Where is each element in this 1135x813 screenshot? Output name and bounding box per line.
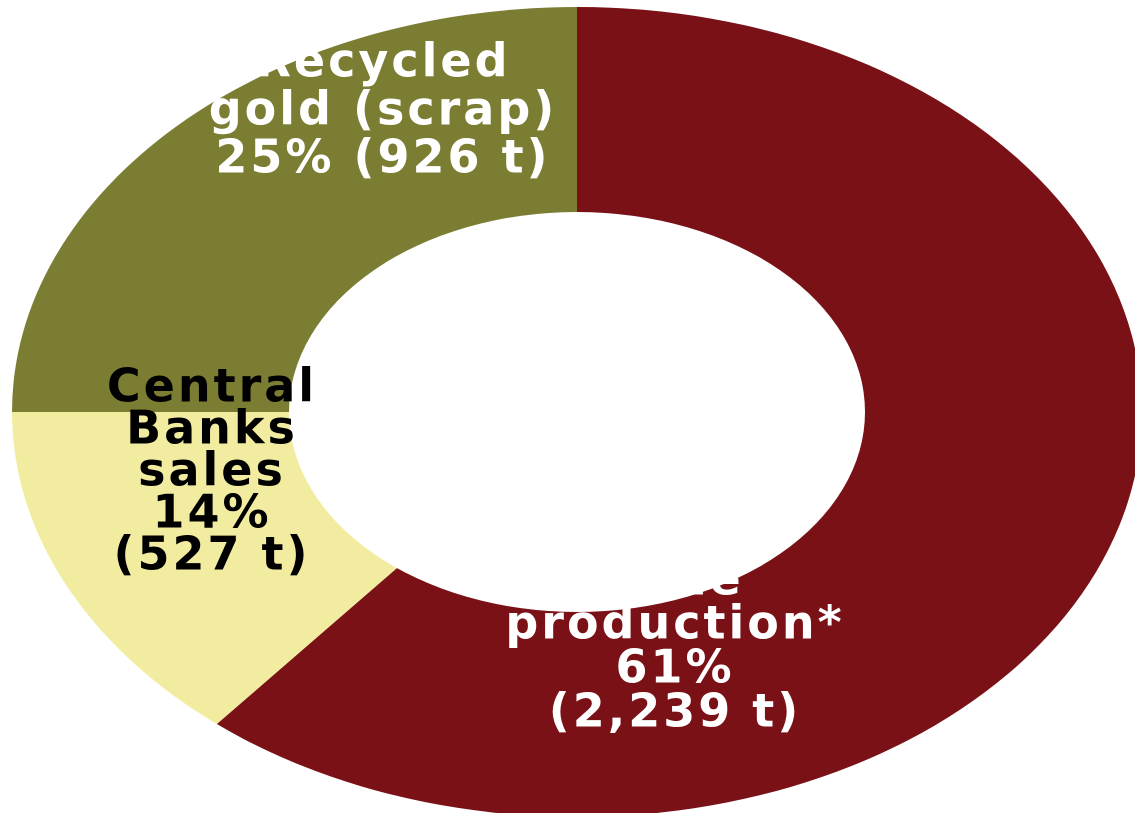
label-recycled-gold-line: gold (scrap)	[209, 82, 558, 136]
label-central-banks-sales-line: 14%	[152, 485, 271, 539]
label-recycled-gold-line: Recycled	[255, 34, 510, 88]
label-central-banks-sales-line: Central	[107, 359, 317, 413]
donut-hole	[289, 212, 865, 612]
label-mine-production-line: (2,239 t)	[549, 684, 802, 738]
label-mine-production: Mine production* 61% (2,239 t)	[505, 552, 844, 738]
label-mine-production-line: 61%	[615, 640, 734, 694]
label-mine-production-line: production*	[505, 596, 844, 650]
label-central-banks-sales: Central Banks sales 14% (527 t)	[107, 359, 317, 581]
label-central-banks-sales-line: Banks	[126, 401, 298, 455]
label-recycled-gold-line: 25% (926 t)	[215, 130, 550, 184]
label-recycled-gold: Recycled gold (scrap) 25% (926 t)	[209, 34, 558, 184]
label-central-banks-sales-line: sales	[138, 443, 286, 497]
label-mine-production-line: Mine	[606, 552, 744, 606]
label-central-banks-sales-line: (527 t)	[113, 527, 310, 581]
